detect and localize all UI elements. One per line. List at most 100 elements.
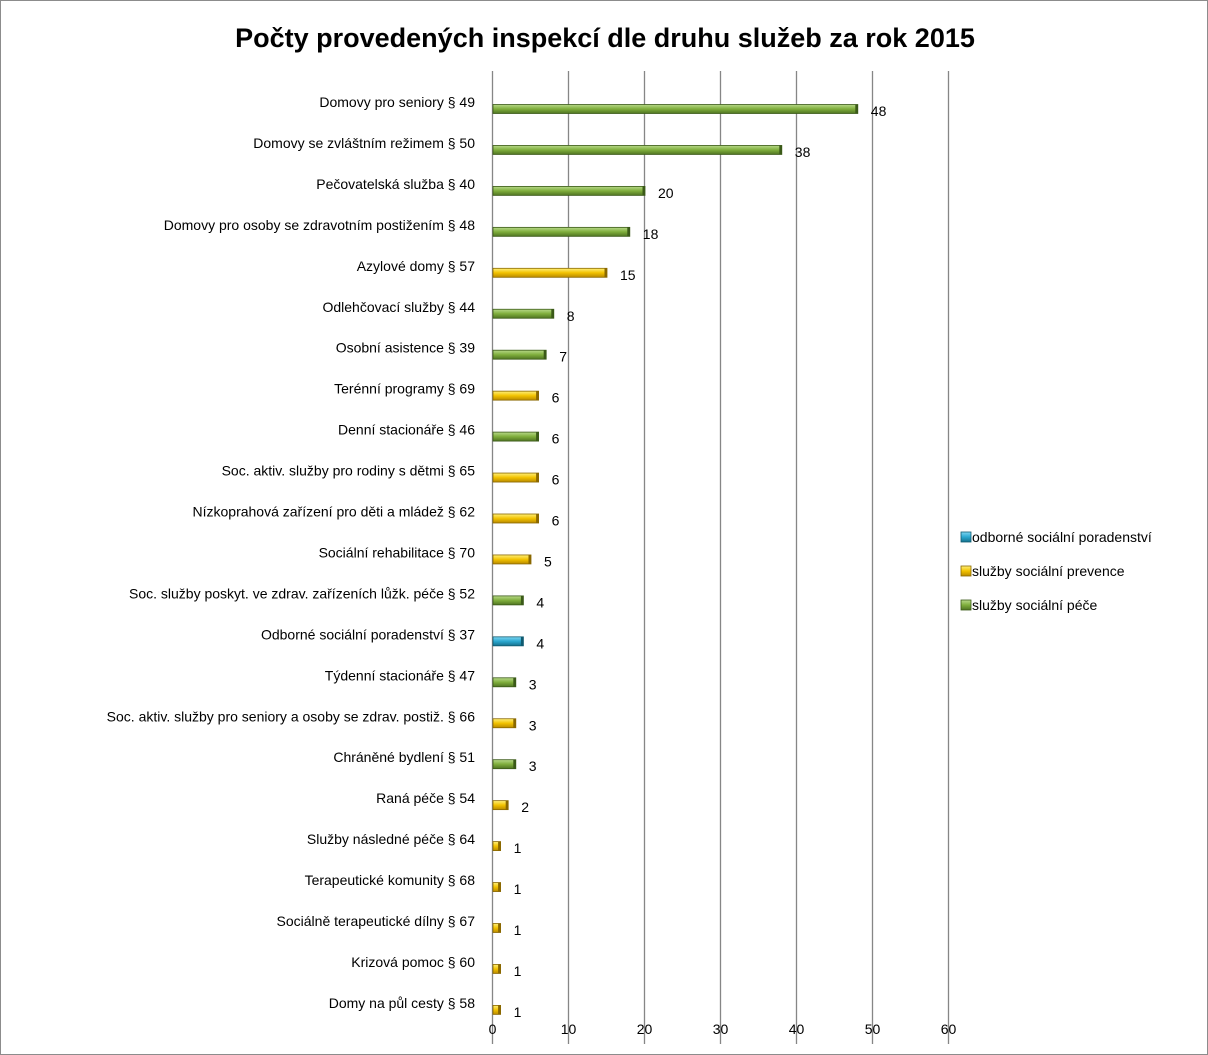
bar (492, 636, 524, 647)
data-label: 6 (552, 431, 560, 447)
legend-swatch (960, 531, 972, 543)
bar-end-cap (520, 636, 524, 646)
bar-end-cap (513, 718, 516, 728)
x-tick-label: 20 (637, 1021, 653, 1037)
data-label: 1 (514, 963, 522, 979)
data-label: 38 (795, 144, 811, 160)
bar-end-cap (536, 432, 539, 442)
bar (492, 104, 859, 114)
data-label: 48 (871, 103, 887, 119)
bar-end-cap (498, 923, 501, 933)
data-label: 3 (529, 717, 537, 733)
category-label: Soc. aktiv. služby pro seniory a osoby s… (107, 708, 476, 724)
bar-end-cap (543, 350, 547, 360)
category-label: Soc. služby poskyt. ve zdrav. zařízeních… (129, 585, 475, 601)
data-label: 2 (521, 799, 529, 815)
data-label: 3 (529, 676, 537, 692)
bar-end-cap (498, 964, 501, 974)
category-label: Pečovatelská služba § 40 (316, 176, 475, 192)
data-label: 6 (552, 390, 560, 406)
bar-end-cap (498, 841, 501, 851)
bar-end-cap (536, 514, 539, 523)
bar (492, 431, 539, 442)
data-label: 4 (536, 635, 544, 651)
bar (492, 759, 517, 770)
category-label: Osobní asistence § 39 (336, 340, 476, 356)
bar (492, 472, 539, 483)
category-label: Sociálně terapeutické dílny § 67 (277, 913, 476, 929)
bar-end-cap (855, 104, 858, 114)
bar (492, 554, 532, 565)
bar-end-cap (627, 227, 630, 237)
value-labels: 48 38 20 18 15 8 7 6 6 6 6 5 4 4 3 3 3 2 1 1 1 1 1 (514, 103, 887, 1020)
bar (492, 718, 517, 729)
x-axis-ticks: 0 10 20 30 40 50 60 (489, 1021, 957, 1037)
bar-end-cap (528, 554, 531, 564)
category-label: Domovy pro seniory § 49 (319, 94, 475, 110)
category-label: Domy na půl cesty § 58 (329, 995, 476, 1011)
bar-end-cap (513, 759, 516, 769)
data-label: 15 (620, 267, 636, 283)
bar (492, 185, 646, 196)
bar (492, 145, 783, 155)
bar-end-cap (513, 677, 516, 687)
category-label: Odlehčovací služby § 44 (322, 299, 475, 315)
category-label: Denní stacionáře § 46 (338, 422, 475, 438)
data-label: 18 (643, 226, 659, 242)
data-label: 1 (514, 922, 522, 938)
bar (492, 308, 555, 319)
x-tick-label: 60 (941, 1021, 957, 1037)
bar-end-cap (551, 309, 554, 319)
category-label: Krizová pomoc § 60 (351, 954, 475, 970)
legend-label: služby sociální péče (972, 597, 1098, 613)
data-label: 7 (559, 349, 567, 365)
legend: odborné sociální poradenství služby sociá… (960, 529, 1152, 613)
category-label: Chráněné bydlení § 51 (333, 749, 475, 765)
category-label: Domovy se zvláštním režimem § 50 (253, 135, 475, 151)
bar-end-cap (505, 800, 509, 810)
category-labels: Domovy pro seniory § 49 Domovy se zvláštn… (107, 94, 476, 1011)
bars (492, 104, 859, 1015)
bar-end-cap (536, 391, 539, 401)
data-label: 4 (536, 594, 544, 610)
bar-end-cap (536, 473, 539, 483)
bar-end-cap (498, 882, 501, 892)
data-label: 6 (552, 472, 560, 488)
bar-end-cap (604, 268, 607, 278)
category-label: Terapeutické komunity § 68 (305, 872, 476, 888)
data-label: 6 (552, 513, 560, 529)
x-tick-label: 10 (561, 1021, 577, 1037)
gridlines (491, 71, 950, 1044)
category-label: Sociální rehabilitace § 70 (319, 544, 476, 560)
data-label: 8 (567, 308, 575, 324)
data-label: 20 (658, 185, 674, 201)
category-label: Soc. aktiv. služby pro rodiny s dětmi § … (222, 463, 476, 479)
category-label: Služby následné péče § 64 (307, 831, 475, 847)
bar (492, 390, 539, 401)
chart-title: Počty provedených inspekcí dle druhu slu… (235, 23, 975, 53)
x-tick-label: 30 (713, 1021, 729, 1037)
bar (492, 595, 524, 606)
category-label: Týdenní stacionáře § 47 (325, 667, 475, 683)
bar (492, 349, 547, 360)
bar (492, 267, 608, 278)
bar-end-cap (779, 145, 782, 155)
x-tick-label: 40 (789, 1021, 805, 1037)
category-label: Terénní programy § 69 (334, 381, 475, 397)
bar (492, 513, 539, 524)
data-label: 1 (514, 840, 522, 856)
data-label: 1 (514, 1004, 522, 1020)
bar (492, 677, 517, 688)
category-label: Raná péče § 54 (376, 790, 475, 806)
bar (492, 226, 631, 237)
data-label: 1 (514, 881, 522, 897)
bar-end-cap (520, 595, 524, 605)
category-label: Nízkoprahová zařízení pro děti a mládež … (193, 504, 476, 520)
category-label: Azylové domy § 57 (357, 258, 475, 274)
bar-end-cap (642, 186, 645, 196)
data-label: 5 (544, 553, 552, 569)
category-label: Odborné sociální poradenství § 37 (261, 626, 475, 642)
bar-end-cap (498, 1005, 501, 1015)
